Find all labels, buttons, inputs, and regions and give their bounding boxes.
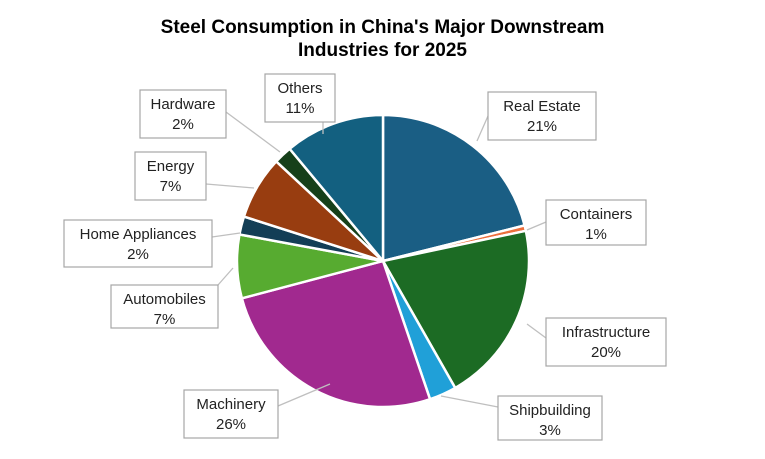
label-value-hardware: 2% (172, 116, 194, 133)
label-value-machinery: 26% (216, 416, 246, 433)
label-value-shipbuilding: 3% (539, 422, 561, 439)
label-category-machinery: Machinery (196, 396, 266, 413)
leader-line-home-appliances (211, 232, 241, 238)
pie-slice-real-estate (381, 113, 527, 263)
leader-line-hardware (225, 111, 281, 153)
label-box-others (264, 73, 336, 123)
label-box-energy (134, 151, 207, 201)
label-category-infrastructure: Infrastructure (562, 324, 650, 341)
label-box-machinery (183, 389, 279, 439)
data-label-shipbuilding: Shipbuilding 3% (440, 395, 603, 441)
label-category-automobiles: Automobiles (123, 291, 206, 308)
data-label-machinery: Machinery 26% (183, 383, 331, 439)
label-box-real-estate (487, 91, 597, 141)
label-box-automobiles (110, 284, 219, 329)
data-labels: Real Estate 21% Containers 1% Infrastructure… (63, 73, 667, 441)
chart-title-line-2: Industries for 2025 (298, 40, 467, 61)
chart-title: Steel Consumption in China's Major Downs… (0, 16, 765, 62)
label-value-automobiles: 7% (154, 311, 176, 328)
label-box-shipbuilding (497, 395, 603, 441)
label-box-containers (545, 199, 647, 246)
leader-line-energy (205, 183, 255, 189)
label-value-real-estate: 21% (527, 118, 557, 135)
leader-line-automobiles (217, 267, 234, 286)
label-category-real-estate: Real Estate (503, 98, 581, 115)
pie-slice-machinery (240, 259, 432, 409)
data-label-energy: Energy 7% (134, 151, 255, 201)
label-value-infrastructure: 20% (591, 344, 621, 361)
label-value-energy: 7% (160, 178, 182, 195)
label-box-home-appliances (63, 219, 213, 268)
label-category-others: Others (277, 80, 322, 97)
data-label-infrastructure: Infrastructure 20% (526, 317, 667, 367)
data-label-home-appliances: Home Appliances 2% (63, 219, 241, 268)
label-category-shipbuilding: Shipbuilding (509, 402, 591, 419)
pie-slices (235, 113, 531, 409)
label-value-others: 11% (286, 100, 315, 117)
label-box-infrastructure (545, 317, 667, 367)
label-category-containers: Containers (560, 206, 633, 223)
data-label-automobiles: Automobiles 7% (110, 267, 234, 329)
leader-line-machinery (277, 383, 331, 407)
leader-line-containers (526, 221, 547, 231)
label-value-containers: 1% (585, 226, 607, 243)
data-label-hardware: Hardware 2% (139, 89, 281, 153)
data-label-containers: Containers 1% (526, 199, 647, 246)
label-category-energy: Energy (147, 158, 195, 175)
leader-line-real-estate (476, 115, 489, 142)
label-value-home-appliances: 2% (127, 246, 149, 263)
chart-title-line-1: Steel Consumption in China's Major Downs… (160, 17, 605, 38)
leader-line-shipbuilding (440, 395, 499, 408)
label-category-home-appliances: Home Appliances (80, 226, 197, 243)
pie-slice-others (287, 113, 385, 265)
label-box-hardware (139, 89, 227, 139)
label-category-hardware: Hardware (150, 96, 215, 113)
data-label-others: Others 11% (264, 73, 336, 134)
leader-line-infrastructure (526, 323, 547, 339)
data-label-real-estate: Real Estate 21% (476, 91, 597, 142)
pie-slice-infrastructure (381, 229, 531, 390)
